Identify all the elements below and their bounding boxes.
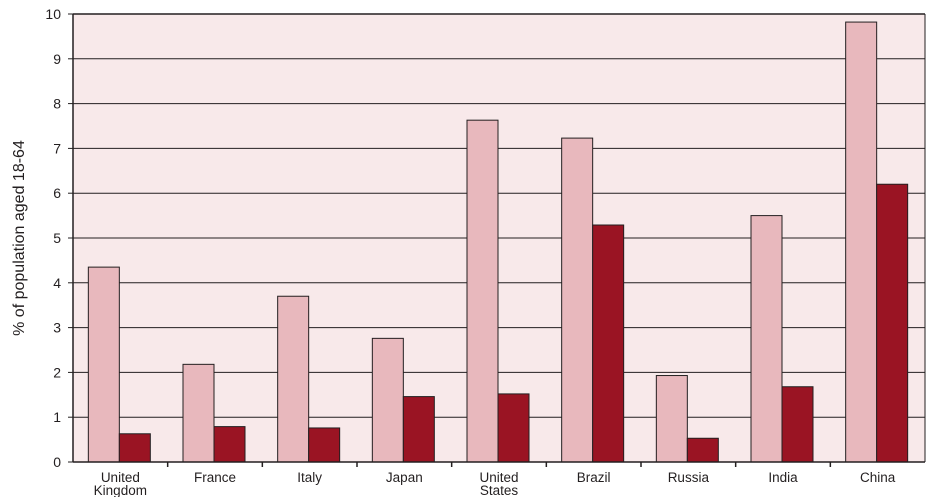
x-category-label-line: India: [768, 470, 798, 485]
bar-series-1: [277, 295, 310, 463]
y-tick-label: 8: [53, 96, 61, 112]
bars: [87, 21, 909, 463]
y-axis: 0 1 2 3 4 5 6 7 8 9 10: [45, 6, 926, 470]
bar-series-2: [592, 224, 625, 463]
bar-series-1: [466, 119, 499, 463]
y-tick-label: 7: [53, 140, 61, 156]
x-category-label: France: [194, 470, 236, 485]
x-category-label: United States: [479, 470, 518, 497]
x-category-label-line: Italy: [297, 470, 322, 485]
x-category-label: Italy: [297, 470, 322, 485]
x-category-label: Russia: [668, 470, 710, 485]
bar-series-2: [876, 183, 909, 463]
bar-series-1: [845, 21, 878, 463]
x-category-label-line: China: [860, 470, 896, 485]
y-axis-title: % of population aged 18-64: [11, 140, 28, 336]
y-tick-label: 4: [53, 275, 61, 291]
y-tick-label: 1: [53, 409, 61, 425]
y-tick-label: 10: [45, 6, 61, 22]
y-tick-label: 9: [53, 51, 61, 67]
bar-series-1: [87, 266, 120, 463]
x-category-label: United Kingdom: [94, 470, 147, 497]
bar-series-2: [497, 393, 530, 463]
x-category-label-line: United: [101, 470, 140, 485]
x-category-label-line: Russia: [668, 470, 710, 485]
bar-series-2: [686, 437, 719, 463]
x-category-label-line: France: [194, 470, 236, 485]
x-category-label: Brazil: [577, 470, 611, 485]
bar-series-1: [182, 363, 215, 463]
bar-series-2: [118, 433, 151, 463]
y-tick-label: 0: [53, 454, 61, 470]
x-category-label-line: States: [480, 483, 519, 497]
y-tick-label: 5: [53, 230, 61, 246]
x-category-label: Japan: [386, 470, 423, 485]
y-tick-label: 3: [53, 320, 61, 336]
bar-series-2: [308, 427, 341, 463]
bar-series-2: [402, 396, 435, 463]
bar-series-1: [655, 375, 688, 463]
bar-series-2: [213, 426, 246, 463]
x-category-label-line: Brazil: [577, 470, 611, 485]
bar-series-2: [781, 386, 814, 463]
x-category-label-line: Japan: [386, 470, 423, 485]
bar-series-1: [371, 337, 404, 463]
x-category-label-line: United: [479, 470, 518, 485]
x-category-label: China: [860, 470, 896, 485]
y-tick-label: 2: [53, 364, 61, 380]
x-category-label: India: [768, 470, 798, 485]
x-category-label-line: Kingdom: [94, 483, 147, 497]
bar-series-1: [561, 137, 594, 463]
bar-series-1: [750, 215, 783, 463]
y-tick-label: 6: [53, 185, 61, 201]
